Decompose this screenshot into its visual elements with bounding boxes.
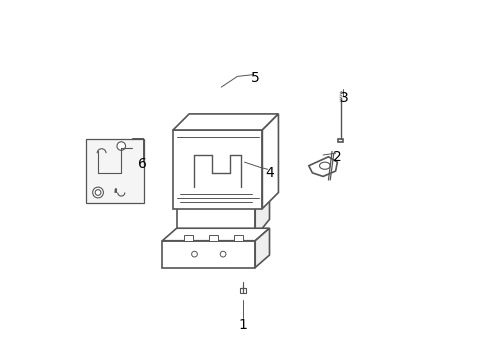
Polygon shape bbox=[173, 114, 278, 130]
Circle shape bbox=[222, 147, 227, 153]
Circle shape bbox=[117, 142, 125, 150]
Text: 6: 6 bbox=[138, 157, 147, 171]
Bar bbox=[176, 158, 255, 237]
Circle shape bbox=[189, 147, 195, 153]
Polygon shape bbox=[338, 139, 343, 143]
Polygon shape bbox=[308, 157, 337, 176]
Bar bbox=[173, 130, 262, 208]
Ellipse shape bbox=[319, 162, 329, 169]
Bar bbox=[208, 235, 217, 241]
Bar bbox=[233, 235, 242, 241]
Circle shape bbox=[220, 251, 225, 257]
Text: 2: 2 bbox=[332, 150, 341, 164]
Text: 1: 1 bbox=[238, 318, 246, 332]
Bar bbox=[240, 288, 245, 293]
Circle shape bbox=[232, 147, 238, 153]
Polygon shape bbox=[255, 228, 269, 267]
Text: 4: 4 bbox=[264, 166, 273, 180]
Circle shape bbox=[211, 147, 217, 153]
Circle shape bbox=[181, 145, 189, 154]
Polygon shape bbox=[262, 114, 278, 208]
Circle shape bbox=[93, 187, 103, 198]
Text: 3: 3 bbox=[340, 91, 348, 105]
Text: 5: 5 bbox=[250, 71, 259, 85]
Circle shape bbox=[200, 147, 206, 153]
Polygon shape bbox=[162, 228, 269, 241]
Circle shape bbox=[247, 145, 255, 154]
Bar bbox=[85, 139, 144, 203]
Polygon shape bbox=[176, 141, 269, 158]
Bar bbox=[162, 241, 255, 267]
Circle shape bbox=[243, 147, 248, 153]
Bar bbox=[183, 235, 192, 241]
Polygon shape bbox=[255, 141, 269, 237]
Circle shape bbox=[191, 251, 197, 257]
Circle shape bbox=[95, 190, 101, 195]
Circle shape bbox=[248, 147, 254, 152]
